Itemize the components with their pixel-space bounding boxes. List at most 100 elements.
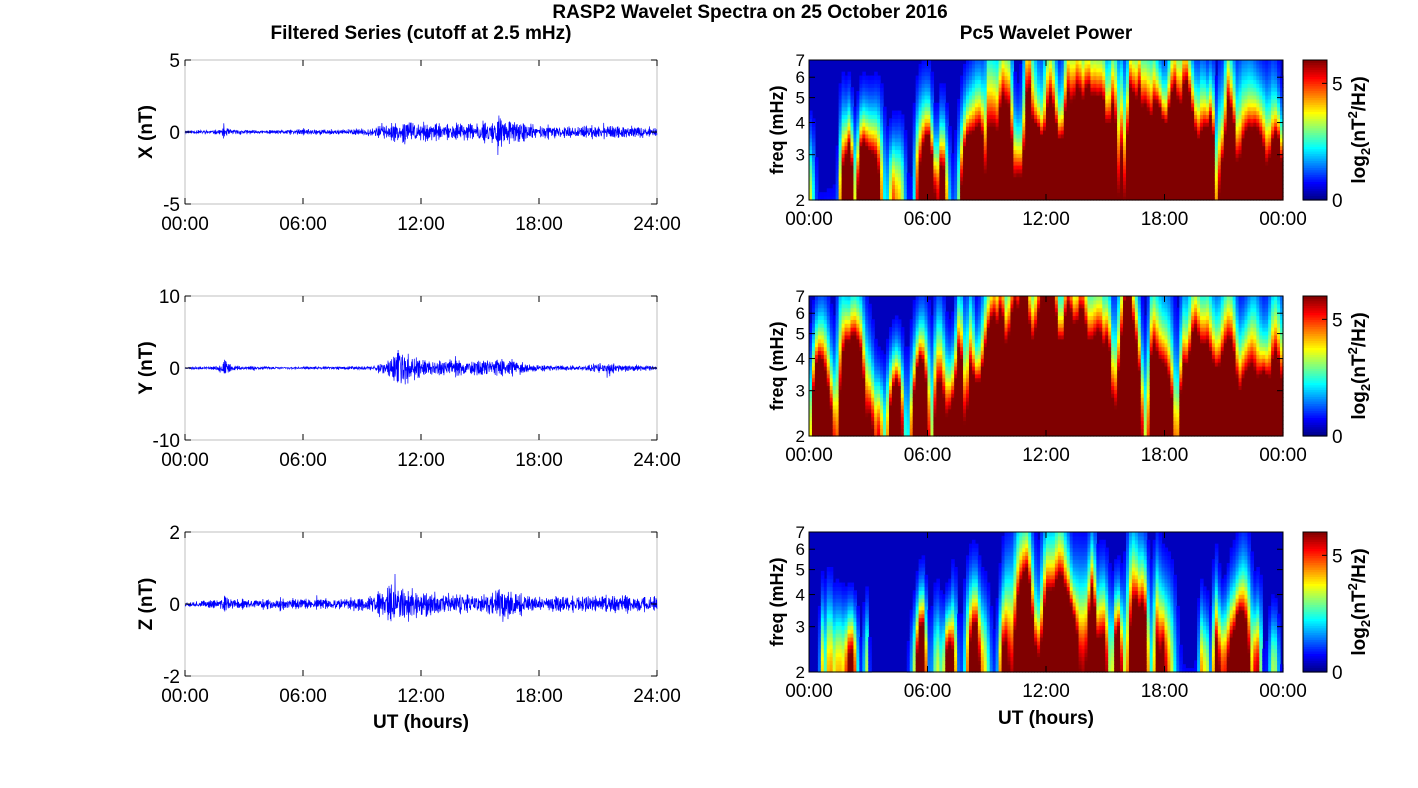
spectrogram-cell [891, 176, 896, 182]
spectrogram-cell [960, 184, 964, 189]
spectrogram-cell [900, 192, 905, 197]
spectrogram-cell [838, 126, 843, 131]
spectrogram-cell [856, 172, 860, 178]
spectrogram-cell [888, 161, 893, 166]
spectrogram-cell [811, 176, 816, 182]
spectrogram-cell [968, 71, 973, 77]
spectrogram-cell [966, 126, 970, 131]
spectrogram-cell [886, 145, 890, 151]
spectrogram-cell [971, 83, 976, 88]
spectrogram-cell [957, 130, 961, 135]
spectrogram-cell [968, 172, 973, 178]
spectrogram-cell [942, 133, 946, 139]
spectrogram-cell [924, 98, 929, 104]
x-tick-label: 06:00 [279, 214, 327, 235]
spectrogram-cell [847, 184, 852, 189]
spectrogram-cell [942, 110, 946, 116]
spectrogram-cell [853, 180, 857, 186]
spectrogram-cell [871, 137, 875, 143]
spectrogram-cell [809, 145, 813, 151]
spectrogram-cell [912, 172, 917, 178]
spectrogram-cell [933, 141, 937, 147]
spectrogram-cell [829, 196, 834, 201]
spectrogram-cell [971, 149, 976, 154]
spectrogram-cell [915, 188, 920, 193]
spectrogram-cell [957, 114, 961, 119]
spectrogram-cell [838, 83, 843, 88]
spectrogram-cell [868, 114, 872, 119]
spectrogram-cell [871, 180, 875, 186]
spectrogram-cell [939, 102, 943, 108]
spectrogram-cell [927, 95, 932, 100]
spectrogram-cell [874, 172, 878, 178]
spectrogram-cell [924, 83, 929, 88]
spectrogram-cell [983, 110, 988, 116]
spectrogram-cell [918, 157, 923, 162]
spectrogram-cell [936, 130, 940, 135]
spectrogram-cell [971, 71, 976, 77]
spectrogram-cell [847, 157, 852, 162]
spectrogram-cell [811, 172, 816, 178]
spectrogram-cell [912, 106, 917, 112]
spectrogram-cell [880, 91, 884, 96]
spectrogram-cell [880, 161, 884, 166]
spectrogram-cell [900, 141, 905, 147]
spectrogram-cell [862, 87, 866, 92]
spectrogram-cell [957, 118, 961, 123]
spectrogram-cell [865, 110, 869, 116]
spectrogram-cell [1013, 71, 1017, 77]
spectrogram-cell [968, 60, 973, 65]
spectrogram-cell [844, 157, 849, 162]
spectrogram-cell [844, 192, 849, 197]
spectrogram-cell [974, 67, 979, 73]
spectrogram-cell [998, 137, 1003, 143]
spectrogram-cell [983, 196, 988, 201]
spectrogram-cell [924, 67, 929, 73]
spectrogram-cell [814, 172, 819, 178]
spectrogram-cell [1001, 180, 1006, 186]
spectrogram-cell [945, 165, 949, 170]
spectrogram-cell [844, 95, 849, 100]
spectrogram-cell [874, 71, 878, 77]
spectrogram-cell [918, 67, 923, 73]
spectrogram-cell [877, 137, 881, 143]
spectrogram-cell [971, 75, 976, 81]
spectrogram-cell [891, 126, 896, 131]
spectrogram-cell [856, 110, 860, 116]
spectrogram-cell [891, 192, 896, 197]
spectrogram-cell [912, 161, 917, 166]
spectrogram-cell [957, 172, 961, 178]
spectrogram-cell [939, 122, 943, 127]
spectrogram-cell [853, 122, 857, 127]
spectrogram-cell [933, 172, 937, 178]
spectrogram-cell [980, 180, 985, 186]
spectrogram-cell [900, 176, 905, 182]
spectrogram-cell [903, 196, 908, 201]
spectrogram-cell [844, 126, 849, 131]
spectrogram-cell [874, 130, 878, 135]
spectrogram-cell [880, 188, 884, 193]
spectrogram-cell [883, 122, 887, 127]
spectrogram-cell [963, 157, 967, 162]
spectrogram-cell [874, 196, 878, 201]
spectrogram-cell [900, 172, 905, 178]
spectrogram-cell [921, 110, 926, 116]
spectrogram-cell [957, 137, 961, 143]
spectrogram-cell [856, 141, 860, 147]
spectrogram-cell [998, 161, 1003, 166]
spectrogram-cell [859, 168, 863, 174]
spectrogram-cell [998, 149, 1003, 154]
spectrogram-cell [933, 130, 937, 135]
spectrogram-cell [980, 149, 985, 154]
spectrogram-cell [859, 91, 863, 96]
spectrogram-cell [841, 161, 846, 166]
spectrogram-cell [883, 184, 887, 189]
spectrogram-cell [891, 161, 896, 166]
spectrogram-cell [838, 102, 843, 108]
spectrogram-cell [897, 157, 902, 162]
spectrogram-cell [936, 161, 940, 166]
spectrogram-cell [865, 98, 869, 104]
spectrogram-cell [894, 126, 899, 131]
spectrogram-cell [838, 95, 843, 100]
spectrogram-cell [957, 122, 961, 127]
